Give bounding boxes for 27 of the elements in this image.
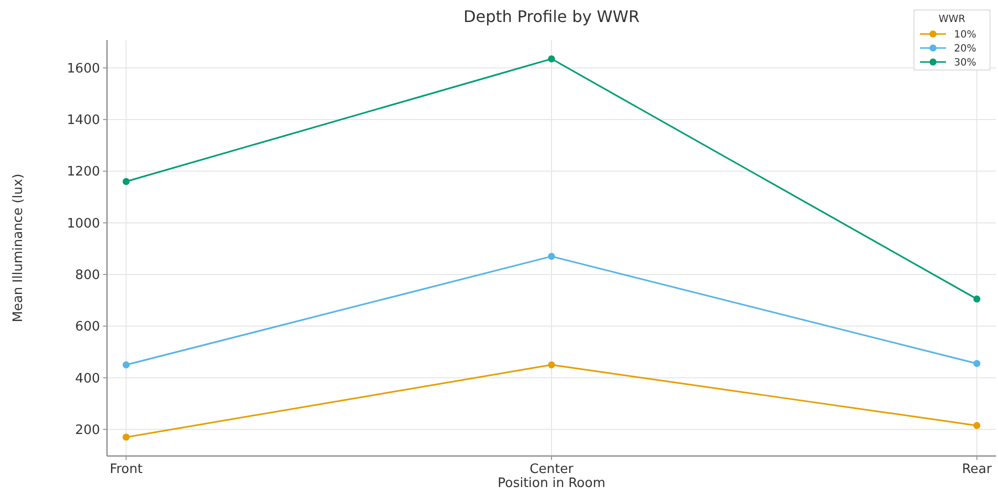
x-tick-label: Rear [962, 462, 992, 477]
point [973, 360, 980, 368]
y-tick-label: 1200 [66, 164, 100, 180]
y-tick-label: 1400 [66, 113, 100, 128]
point [122, 361, 130, 368]
y-axis-title: Mean Illuminance (lux) [11, 174, 26, 322]
legend-title: WWR [938, 14, 966, 25]
chart-title: Depth Profile by WWR [463, 7, 640, 26]
point [548, 361, 555, 368]
y-tick-label: 200 [75, 422, 100, 438]
y-tick-label: 1000 [66, 216, 100, 232]
point [548, 252, 555, 260]
point [548, 55, 555, 62]
x-tick-label: Front [110, 462, 143, 477]
legend-label: 10% [954, 30, 976, 40]
point [122, 434, 130, 441]
legend-label: 20% [954, 44, 976, 54]
legend-label: 30% [954, 58, 976, 68]
x-axis-title: Position in Room [498, 476, 606, 491]
point [973, 422, 980, 430]
y-tick-label: 600 [75, 320, 100, 335]
y-tick-label: 800 [75, 268, 100, 284]
point [973, 296, 980, 302]
y-tick-label: 1600 [66, 61, 100, 76]
x-tick-label: Center [530, 462, 574, 477]
y-tick-label: 400 [75, 371, 100, 386]
point [122, 178, 130, 186]
